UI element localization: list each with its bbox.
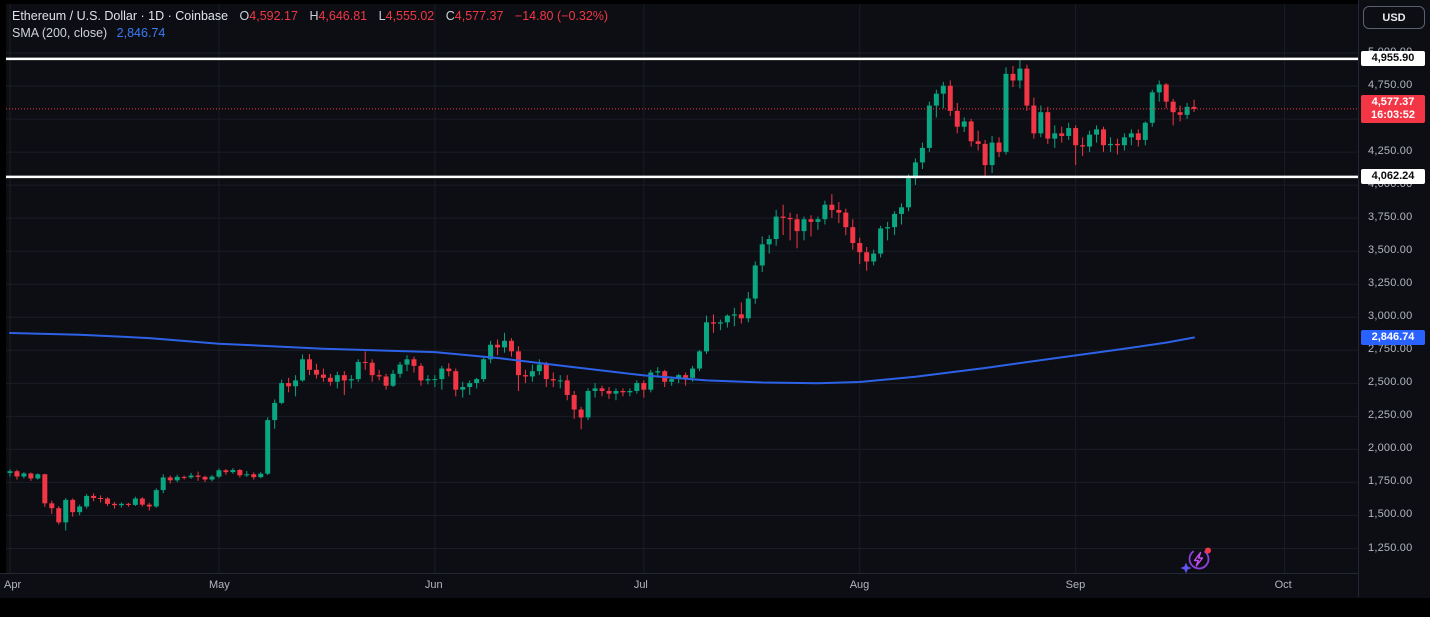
left-edge [0,0,6,597]
low-value: 4,555.02 [385,9,435,23]
price-tick-label: 1,750.00 [1368,475,1413,488]
price-tick-label: 1,500.00 [1368,508,1413,521]
sma-price-label: 2,846.74 [1361,329,1425,345]
candlestick-plot[interactable] [0,0,1358,573]
open-label: O [239,9,250,23]
time-axis[interactable]: Apr May Jun Jul Aug Sep Oct [0,573,1430,598]
currency-toggle-button[interactable]: USD [1363,6,1425,29]
level-price-label-high: 4,955.90 [1361,50,1425,66]
last-price-value: 4,577.37 [1371,95,1415,108]
last-price-label: 4,577.37 16:03:52 [1361,94,1425,123]
price-tick-label: 4,750.00 [1368,79,1413,92]
price-tick-label: 2,000.00 [1368,442,1413,455]
open-value: 4,592.17 [249,9,298,23]
time-tick-label: Oct [1274,579,1292,591]
level-price-label-low: 4,062.24 [1361,168,1425,184]
indicator-value: 2,846.74 [116,26,166,40]
change-value: −14.80 (−0.32%) [514,9,609,23]
high-value: 4,646.81 [318,9,368,23]
price-tick-label: 3,250.00 [1368,277,1413,290]
low-label: L [378,9,386,23]
top-edge [0,0,1430,4]
time-tick-label: Jul [633,579,648,591]
symbol-title[interactable]: Ethereum / U.S. Dollar · 1D · Coinbase [12,9,229,23]
time-tick-label: Jun [424,579,443,591]
time-tick-label: Aug [849,579,870,591]
time-tick-label: Apr [4,579,22,591]
price-tick-label: 2,500.00 [1368,376,1413,389]
price-tick-label: 4,250.00 [1368,145,1413,158]
symbol-legend: Ethereum / U.S. Dollar · 1D · Coinbase O… [12,8,608,41]
high-label: H [309,9,319,23]
price-tick-label: 1,250.00 [1368,541,1413,554]
price-tick-label: 3,750.00 [1368,211,1413,224]
price-tick-label: 3,500.00 [1368,244,1413,257]
bar-countdown: 16:03:52 [1370,108,1416,121]
price-axis[interactable]: USD 1,250.00 1,500.00 1,750.00 2,000.00 2,25… [1358,0,1430,597]
time-tick-label: Sep [1065,579,1086,591]
price-tick-label: 3,000.00 [1368,310,1413,323]
spark-news-icon[interactable] [1178,544,1216,581]
close-label: C [445,9,455,23]
indicator-name[interactable]: SMA (200, close) [12,26,108,40]
close-value: 4,577.37 [454,9,504,23]
price-tick-label: 2,250.00 [1368,409,1413,422]
chart-background [0,0,1430,597]
price-tick-label: 2,750.00 [1368,343,1413,356]
time-tick-label: May [208,579,230,591]
